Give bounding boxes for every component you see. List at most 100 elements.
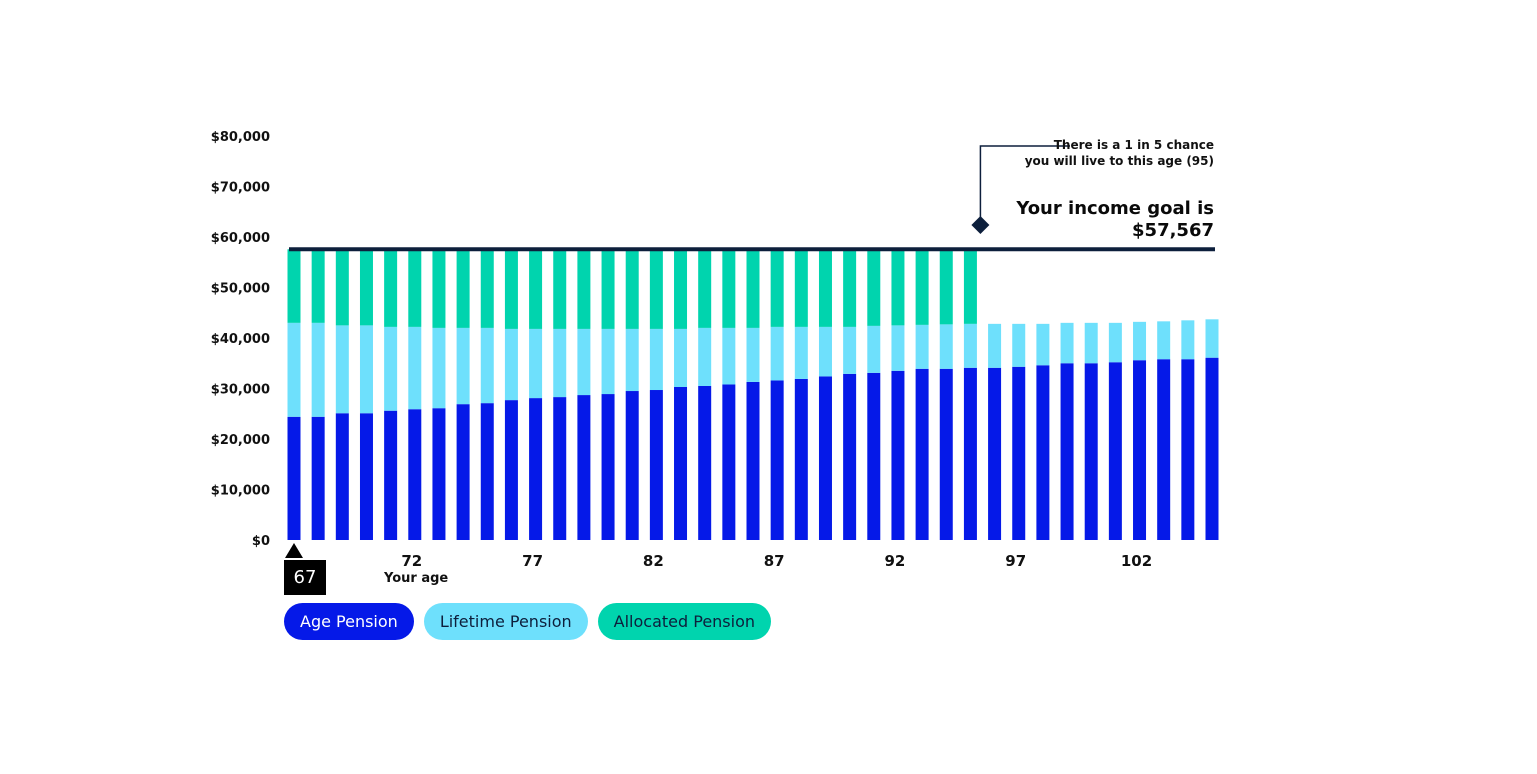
bar-age-pension [625, 391, 639, 540]
bar-age-pension [1205, 357, 1219, 540]
bar-lifetime-pension [674, 328, 688, 387]
bar-allocated-pension [577, 249, 591, 329]
bar-lifetime-pension [1133, 321, 1147, 361]
bar-lifetime-pension [359, 325, 373, 414]
bar-age-pension [1181, 359, 1195, 540]
bar-age-pension [1133, 360, 1147, 540]
bar-age-pension [794, 378, 808, 540]
annotation-line-2: you will live to this age (95) [1024, 154, 1214, 168]
x-tick-label: 72 [401, 552, 422, 570]
bar-age-pension [988, 367, 1002, 540]
bar-lifetime-pension [1060, 322, 1074, 364]
y-tick-label: $30,000 [211, 383, 270, 398]
bar-allocated-pension [432, 249, 446, 328]
bar-age-pension [504, 400, 518, 540]
bar-lifetime-pension [1181, 320, 1195, 360]
bar-allocated-pension [287, 249, 301, 323]
bar-age-pension [1157, 359, 1171, 540]
x-tick-label: 92 [885, 552, 906, 570]
bar-allocated-pension [649, 249, 663, 329]
bar-allocated-pension [891, 249, 905, 326]
income-goal-amount: $57,567 [1132, 220, 1214, 241]
bar-age-pension [746, 381, 760, 540]
bar-lifetime-pension [843, 326, 857, 374]
bar-lifetime-pension [1205, 319, 1219, 358]
bar-allocated-pension [794, 249, 808, 327]
bar-allocated-pension [384, 249, 398, 327]
bar-age-pension [1012, 366, 1026, 540]
x-tick-label: 82 [643, 552, 664, 570]
legend-allocated-pension[interactable]: Allocated Pension [597, 603, 772, 640]
bar-lifetime-pension [287, 322, 301, 417]
bar-age-pension [1084, 363, 1098, 540]
bar-allocated-pension [480, 249, 494, 328]
x-tick-label: 102 [1121, 552, 1152, 570]
bar-age-pension [891, 370, 905, 540]
annotation-line-1: There is a 1 in 5 chance [1053, 138, 1214, 152]
bar-allocated-pension [311, 249, 325, 323]
bar-lifetime-pension [770, 326, 784, 381]
bar-allocated-pension [867, 249, 881, 326]
bar-allocated-pension [601, 249, 615, 329]
y-tick-label: $80,000 [211, 130, 270, 145]
bar-lifetime-pension [722, 327, 736, 385]
legend: Age Pension Lifetime Pension Allocated P… [284, 603, 772, 640]
annotation-leader-line [979, 145, 1070, 220]
bar-lifetime-pension [456, 327, 470, 405]
bar-age-pension [1036, 365, 1050, 540]
bar-age-pension [311, 416, 325, 540]
y-tick-label: $10,000 [211, 484, 270, 499]
bar-lifetime-pension [649, 328, 663, 391]
bar-age-pension [287, 416, 301, 540]
bar-lifetime-pension [480, 327, 494, 404]
bar-allocated-pension [698, 249, 712, 328]
y-tick-label: $40,000 [211, 332, 270, 347]
bar-allocated-pension [408, 249, 422, 327]
bar-allocated-pension [963, 249, 977, 324]
bar-lifetime-pension [891, 325, 905, 371]
bar-allocated-pension [553, 249, 567, 329]
bar-age-pension [456, 404, 470, 540]
bar-lifetime-pension [577, 328, 591, 396]
bar-age-pension [818, 376, 832, 540]
bar-age-pension [1108, 362, 1122, 540]
bar-allocated-pension [770, 249, 784, 327]
bar-lifetime-pension [1036, 323, 1050, 366]
bar-age-pension [843, 373, 857, 540]
bar-allocated-pension [746, 249, 760, 328]
bar-age-pension [432, 408, 446, 540]
bar-age-pension [359, 413, 373, 540]
bar-age-pension [553, 397, 567, 540]
y-tick-label: $0 [252, 534, 270, 549]
bar-allocated-pension [625, 249, 639, 329]
bar-lifetime-pension [1108, 322, 1122, 363]
x-tick-label: 97 [1005, 552, 1026, 570]
bar-allocated-pension [335, 249, 349, 326]
bar-allocated-pension [843, 249, 857, 327]
y-tick-label: $50,000 [211, 282, 270, 297]
y-tick-label: $60,000 [211, 231, 270, 246]
bar-lifetime-pension [384, 326, 398, 411]
bar-age-pension [963, 367, 977, 540]
y-tick-label: $20,000 [211, 433, 270, 448]
x-axis-title: Your age [384, 571, 449, 586]
y-tick-label: $70,000 [211, 181, 270, 196]
bar-allocated-pension [456, 249, 470, 328]
bar-lifetime-pension [1157, 321, 1171, 360]
bar-age-pension [335, 413, 349, 540]
bar-lifetime-pension [988, 323, 1002, 368]
bar-lifetime-pension [867, 325, 881, 373]
longevity-annotation: There is a 1 in 5 chance you will live t… [1025, 137, 1214, 169]
bar-age-pension [698, 385, 712, 540]
legend-age-pension[interactable]: Age Pension [284, 603, 414, 640]
bar-allocated-pension [818, 249, 832, 327]
bar-lifetime-pension [529, 328, 543, 399]
bar-allocated-pension [504, 249, 518, 329]
bar-allocated-pension [674, 249, 688, 329]
bar-allocated-pension [359, 249, 373, 326]
legend-lifetime-pension[interactable]: Lifetime Pension [423, 603, 588, 640]
bar-lifetime-pension [794, 326, 808, 379]
bar-lifetime-pension [625, 328, 639, 392]
start-age-marker-icon [285, 543, 303, 558]
bar-age-pension [408, 409, 422, 540]
